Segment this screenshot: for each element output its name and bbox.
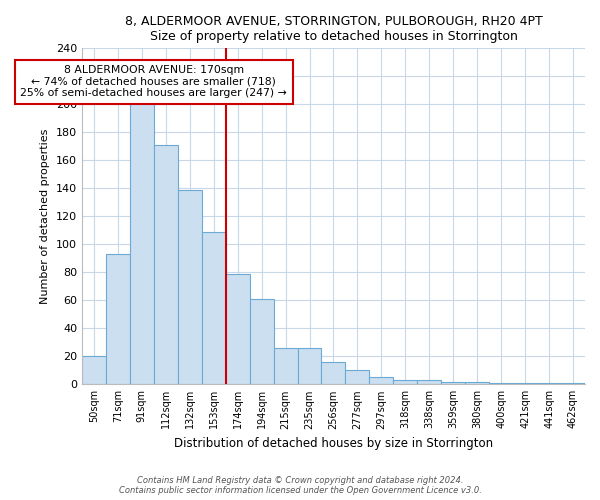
Bar: [250, 299, 274, 384]
X-axis label: Distribution of detached houses by size in Storrington: Distribution of detached houses by size …: [174, 437, 493, 450]
Bar: [202, 232, 226, 384]
Bar: [441, 382, 465, 384]
Bar: [130, 103, 154, 384]
Bar: [418, 380, 441, 384]
Bar: [82, 356, 106, 384]
Bar: [298, 348, 322, 385]
Text: 8 ALDERMOOR AVENUE: 170sqm
← 74% of detached houses are smaller (718)
25% of sem: 8 ALDERMOOR AVENUE: 170sqm ← 74% of deta…: [20, 65, 287, 98]
Text: Contains HM Land Registry data © Crown copyright and database right 2024.
Contai: Contains HM Land Registry data © Crown c…: [119, 476, 481, 495]
Y-axis label: Number of detached properties: Number of detached properties: [40, 128, 50, 304]
Bar: [226, 274, 250, 384]
Bar: [106, 254, 130, 384]
Bar: [370, 378, 394, 384]
Bar: [154, 145, 178, 384]
Bar: [346, 370, 370, 384]
Title: 8, ALDERMOOR AVENUE, STORRINGTON, PULBOROUGH, RH20 4PT
Size of property relative: 8, ALDERMOOR AVENUE, STORRINGTON, PULBOR…: [125, 15, 542, 43]
Bar: [274, 348, 298, 385]
Bar: [537, 383, 561, 384]
Bar: [513, 383, 537, 384]
Bar: [322, 362, 346, 384]
Bar: [178, 190, 202, 384]
Bar: [465, 382, 489, 384]
Bar: [394, 380, 418, 384]
Bar: [561, 383, 585, 384]
Bar: [489, 383, 513, 384]
